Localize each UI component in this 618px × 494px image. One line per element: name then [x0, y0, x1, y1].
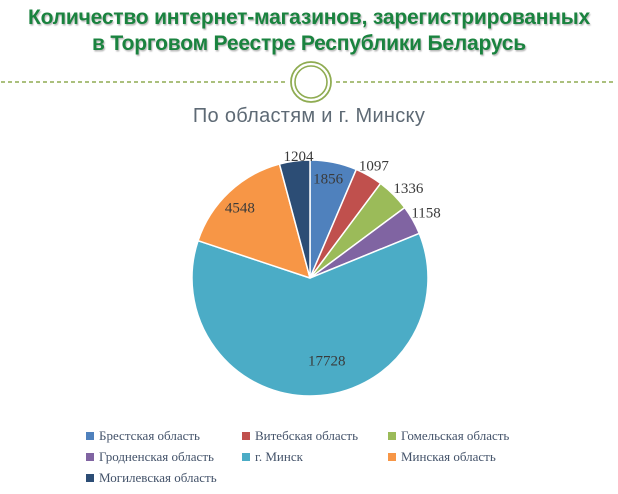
legend-swatch-icon	[388, 452, 396, 461]
legend-item-mogilevskaya: Могилевская область	[86, 467, 242, 488]
legend-item-brestskaya: Брестская область	[86, 425, 242, 446]
data-label-5: 4548	[225, 201, 255, 217]
legend-item-vitebskaya: Витебская область	[242, 425, 388, 446]
legend-label: Могилевская область	[99, 469, 217, 485]
slide-title: Количество интернет-магазинов, зарегистр…	[0, 5, 618, 57]
legend-swatch-icon	[242, 452, 250, 461]
legend-label: Гродненская область	[99, 448, 214, 464]
data-label-1: 1097	[359, 159, 390, 175]
legend-swatch-icon	[388, 431, 396, 440]
chart-title: По областям и г. Минску	[192, 105, 426, 127]
legend-item-grodnenskaya: Гродненская область	[86, 446, 242, 467]
data-label-2: 1336	[393, 181, 424, 197]
data-label-0: 1856	[313, 172, 344, 188]
legend-swatch-icon	[86, 473, 94, 482]
slide-title-line-2: в Торговом Реестре Республики Беларусь	[92, 32, 526, 55]
legend-label: Брестская область	[99, 427, 200, 443]
data-label-3: 1158	[411, 206, 440, 222]
legend-label: Гомельская область	[401, 427, 510, 443]
legend-label: г. Минск	[255, 448, 303, 464]
legend-swatch-icon	[86, 431, 94, 440]
legend-swatch-icon	[86, 452, 94, 461]
chart-legend: Брестская область Витебская область Гоме…	[86, 425, 598, 488]
divider-circle-ornament-inner	[294, 65, 328, 99]
divider	[1, 61, 614, 103]
legend-label: Витебская область	[255, 427, 359, 443]
data-label-4: 17728	[308, 354, 346, 370]
data-label-6: 1204	[284, 149, 315, 165]
divider-circle-ornament-outer	[290, 61, 332, 103]
pie-slice-6	[278, 159, 311, 279]
legend-item-gomelskaya: Гомельская область	[388, 425, 598, 446]
legend-swatch-icon	[242, 431, 250, 440]
legend-item-minskaya: Минская область	[388, 446, 598, 467]
pie-slice-5	[197, 163, 311, 279]
legend-label: Минская область	[401, 448, 496, 464]
legend-item-minsk-city: г. Минск	[242, 446, 388, 467]
slide-title-line-1: Количество интернет-магазинов, зарегистр…	[28, 6, 590, 29]
pie-slice-4	[191, 232, 429, 397]
